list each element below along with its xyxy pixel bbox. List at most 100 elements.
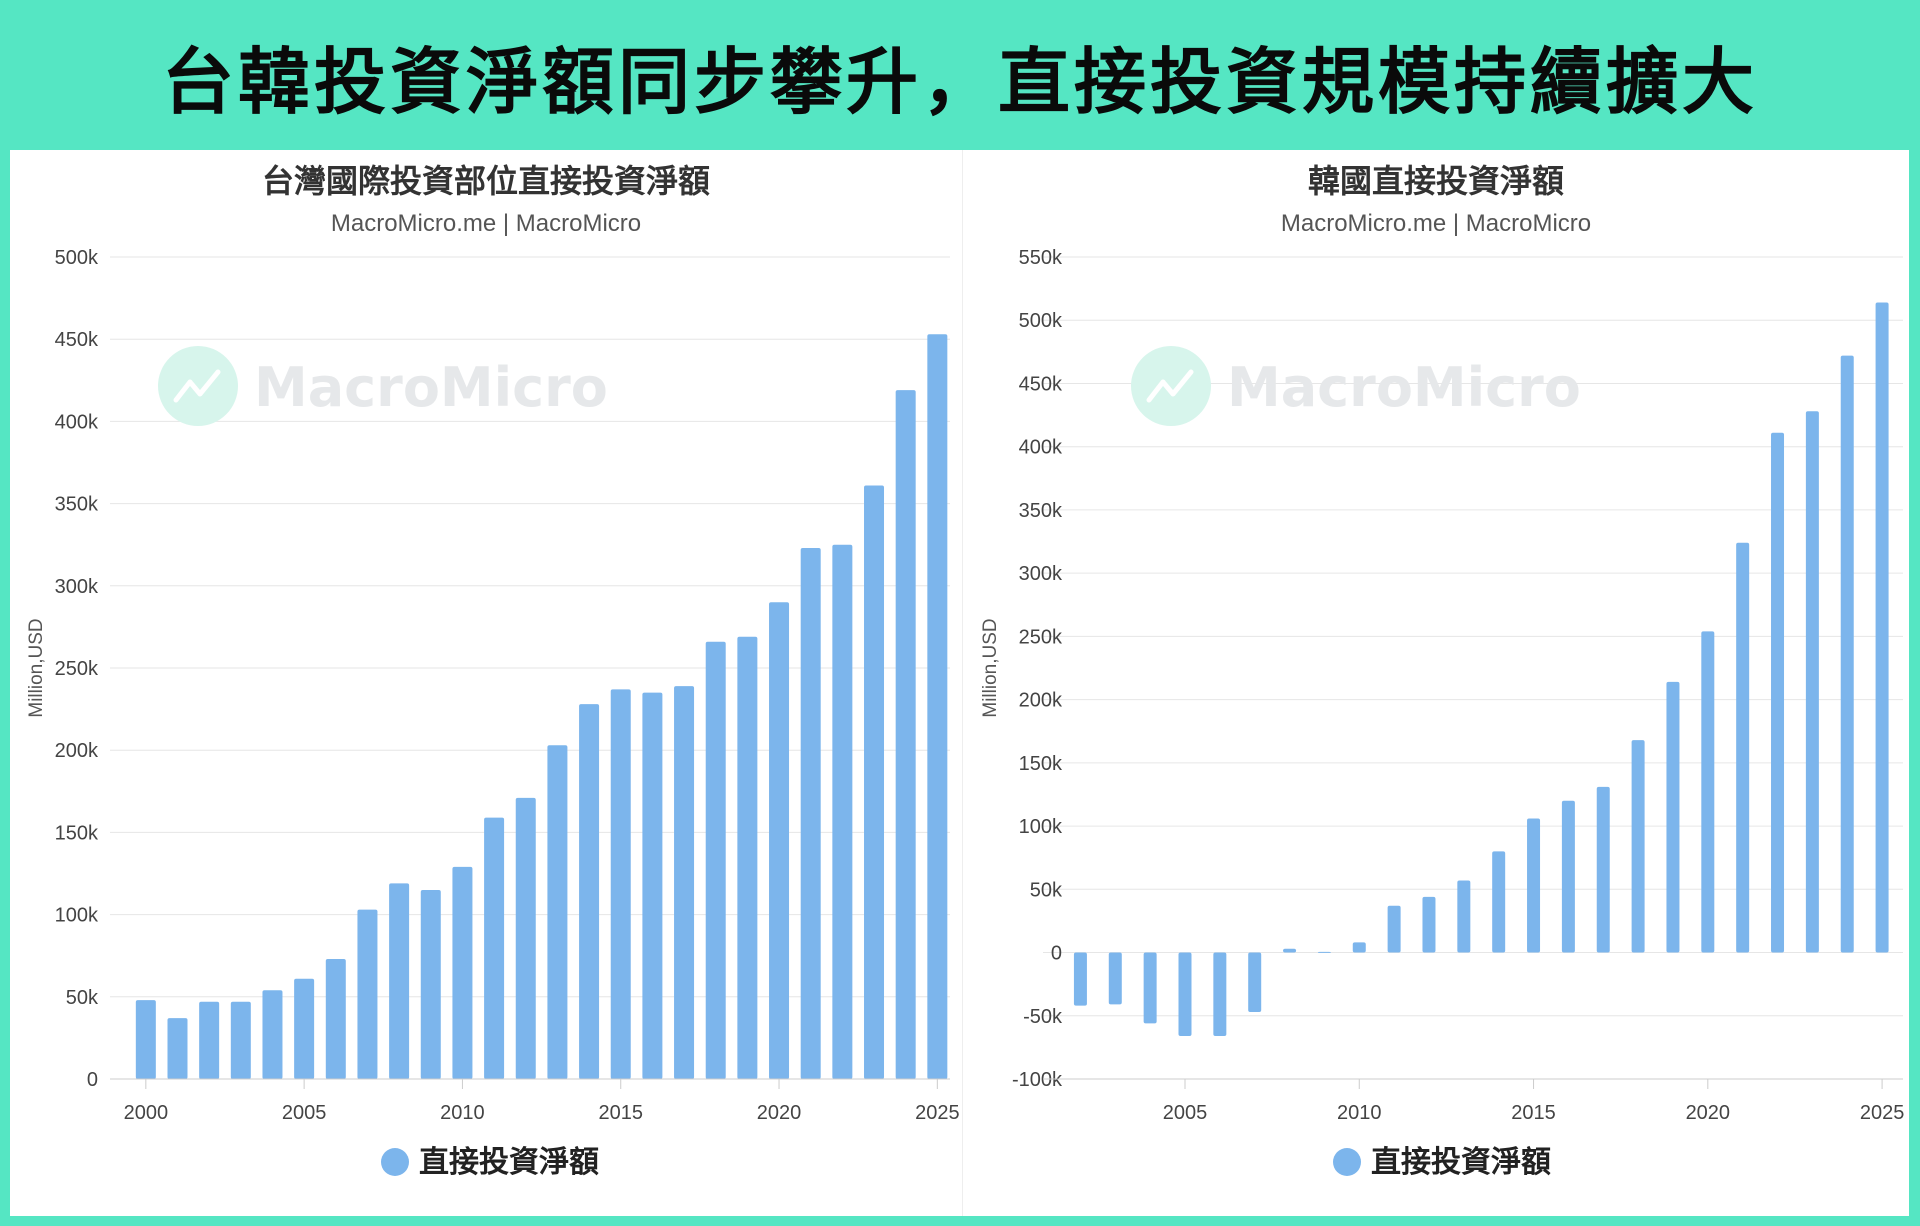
x-tick-label: 2020 xyxy=(757,1102,802,1124)
x-tick-label: 2010 xyxy=(1337,1102,1382,1124)
y-tick-label: -50k xyxy=(1023,1006,1063,1028)
y-tick-label: 150k xyxy=(55,822,99,844)
watermark-logo-icon xyxy=(1131,346,1211,426)
y-tick-label: 300k xyxy=(1019,563,1063,585)
bar-2016 xyxy=(642,692,663,1079)
bar-2012 xyxy=(515,797,536,1079)
bar-2000 xyxy=(135,1000,156,1079)
bar-2006 xyxy=(325,958,346,1079)
legend: 直接投資淨額 xyxy=(1333,1145,1551,1180)
bar-2024 xyxy=(1840,355,1854,953)
x-tick-label: 2025 xyxy=(915,1102,960,1124)
x-tick-label: 2015 xyxy=(1511,1102,1556,1124)
bar-2019 xyxy=(1666,681,1680,953)
bar-2003 xyxy=(230,1001,251,1079)
y-tick-label: 200k xyxy=(1019,690,1063,712)
watermark-logo xyxy=(1131,346,1211,426)
chart-subtitle: MacroMicro.me | MacroMicro xyxy=(331,210,641,237)
y-tick-label: 250k xyxy=(1019,626,1063,648)
bar-2004 xyxy=(1143,952,1157,1024)
y-tick-label: 300k xyxy=(55,576,99,598)
bar-2005 xyxy=(294,978,315,1079)
bar-2011 xyxy=(484,817,505,1079)
bar-2002 xyxy=(1073,952,1087,1006)
y-tick-label: 400k xyxy=(1019,437,1063,459)
y-tick-label: 50k xyxy=(1030,879,1063,901)
bar-2009 xyxy=(420,889,441,1079)
watermark-line-icon xyxy=(1146,369,1194,403)
chart-subtitle: MacroMicro.me | MacroMicro xyxy=(1281,210,1591,237)
y-tick-label: 50k xyxy=(66,987,99,1009)
bar-2009 xyxy=(1317,951,1331,953)
bar-2013 xyxy=(1457,880,1471,953)
bar-2003 xyxy=(1108,952,1122,1005)
chart-title: 台灣國際投資部位直接投資淨額 xyxy=(262,162,710,200)
y-axis-label: Million,USD xyxy=(26,618,47,717)
y-tick-label: 350k xyxy=(55,494,99,516)
bar-2007 xyxy=(357,909,378,1079)
bar-2022 xyxy=(1771,432,1785,953)
legend-label: 直接投資淨額 xyxy=(1371,1145,1551,1180)
bar-2018 xyxy=(1631,740,1645,953)
banner-title: 台韓投資淨額同步攀升，直接投資規模持續擴大 xyxy=(161,39,1758,124)
bar-2013 xyxy=(547,745,568,1079)
y-tick-label: 350k xyxy=(1019,500,1063,522)
bar-2004 xyxy=(262,990,283,1079)
y-tick-label: 500k xyxy=(55,247,99,269)
bar-2007 xyxy=(1248,952,1262,1012)
x-tick-label: 2020 xyxy=(1686,1102,1731,1124)
bar-2014 xyxy=(579,704,600,1079)
y-tick-label: 400k xyxy=(55,411,99,433)
bar-2005 xyxy=(1178,952,1192,1037)
bar-2008 xyxy=(1283,948,1297,953)
chart-title: 韓國直接投資淨額 xyxy=(1308,162,1564,200)
x-tick-label: 2025 xyxy=(1860,1102,1905,1124)
bar-2010 xyxy=(452,866,473,1079)
chart-taiwan-fdi: 台灣國際投資部位直接投資淨額 MacroMicro.me | MacroMicro… xyxy=(26,162,960,1180)
panel-divider xyxy=(962,150,963,1216)
bar-2017 xyxy=(674,686,695,1079)
watermark-text: MacroMicro xyxy=(254,356,608,419)
y-tick-label: 150k xyxy=(1019,753,1063,775)
bar-2020 xyxy=(769,602,790,1079)
bar-2019 xyxy=(737,636,758,1079)
bar-2025 xyxy=(1875,302,1889,953)
legend-marker xyxy=(381,1148,409,1176)
legend-marker xyxy=(1333,1148,1361,1176)
bar-2012 xyxy=(1422,896,1436,953)
bar-2021 xyxy=(800,547,821,1079)
bar-2017 xyxy=(1596,786,1610,953)
bar-2015 xyxy=(1527,818,1541,953)
watermark-line-icon xyxy=(173,369,221,403)
watermark-logo xyxy=(158,346,238,426)
y-axis-label: Million,USD xyxy=(980,618,1001,717)
banner: 台韓投資淨額同步攀升，直接投資規模持續擴大 xyxy=(0,0,1920,150)
y-tick-label: 550k xyxy=(1019,247,1063,269)
x-tick-label: 2005 xyxy=(1163,1102,1208,1124)
bar-2022 xyxy=(832,544,853,1079)
bar-2001 xyxy=(167,1018,188,1079)
y-tick-label: 0 xyxy=(87,1069,98,1091)
y-tick-label: 100k xyxy=(55,905,99,927)
legend: 直接投資淨額 xyxy=(381,1145,599,1180)
bar-2016 xyxy=(1561,800,1575,953)
bar-2011 xyxy=(1387,905,1401,953)
bar-2020 xyxy=(1701,631,1715,953)
x-tick-label: 2015 xyxy=(598,1102,643,1124)
bar-2024 xyxy=(895,390,916,1079)
y-tick-label: 200k xyxy=(55,740,99,762)
y-tick-label: 500k xyxy=(1019,310,1063,332)
bar-2015 xyxy=(610,689,631,1079)
y-tick-label: 0 xyxy=(1051,943,1062,965)
watermark-text: MacroMicro xyxy=(1227,356,1581,419)
y-tick-label: -100k xyxy=(1012,1069,1063,1091)
x-tick-label: 2000 xyxy=(124,1102,169,1124)
chart-korea-fdi: 韓國直接投資淨額 MacroMicro.me | MacroMicro -100k -… xyxy=(980,162,1905,1180)
y-tick-label: 450k xyxy=(55,329,99,351)
bar-2018 xyxy=(705,641,726,1079)
bar-2008 xyxy=(389,883,410,1079)
bar-2014 xyxy=(1492,851,1506,953)
y-tick-label: 250k xyxy=(55,658,99,680)
y-tick-label: 450k xyxy=(1019,373,1063,395)
bar-2023 xyxy=(1805,411,1819,953)
